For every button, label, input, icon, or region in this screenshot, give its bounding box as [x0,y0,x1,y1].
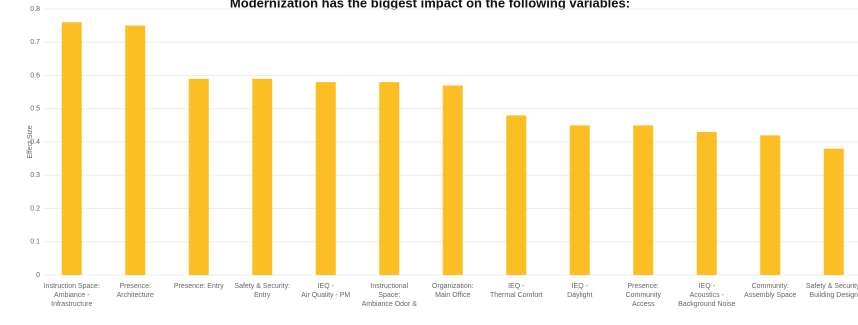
x-tick-label: Presence: Architecture [117,283,154,299]
bar [125,25,146,275]
bar [633,125,654,275]
y-tick-label: 0.8 [30,6,40,13]
bar [315,82,336,276]
x-tick-label: Presence: Entry [174,283,224,290]
y-tick-label: 0.4 [30,139,40,146]
bar [696,132,717,275]
x-tick-label: Organization: Main Office [432,283,474,299]
bar [442,85,463,275]
bar [188,78,209,275]
x-tick-label: Safety & Security: Entry [234,283,290,299]
x-tick-label: Community: Assembly Space [744,283,796,299]
bar [379,82,400,276]
x-tick-label: Instructional Space: Ambiance Odor & [362,283,418,308]
y-tick-label: 0.6 [30,72,40,79]
y-tick-label: 0.1 [30,239,40,246]
x-tick-label: Instruction Space: Ambiance -Infrastructu… [44,283,100,308]
bar [506,115,527,276]
y-tick-label: 0.3 [30,172,40,179]
y-tick-label: 0.5 [30,106,40,113]
bar [252,78,273,275]
y-axis-label: Effect Size [27,125,34,158]
x-tick-label: IEQ -Air Quality - PM [301,283,350,299]
x-tick-label: Presence: Community Access [626,283,662,308]
bar [823,148,844,275]
bar [760,135,781,275]
x-tick-label: IEQ -Thermal Comfort [490,283,543,299]
bar [569,125,590,275]
chart-title: Modernization has the biggest impact on … [230,0,630,10]
bar [61,22,82,275]
x-tick-label: Safety & Security: Building Design [806,283,858,299]
x-tick-label: IEQ -Acoustics -Background Noise [678,283,735,308]
y-tick-label: 0.7 [30,39,40,46]
x-tick-label: IEQ -Daylight [567,283,592,299]
y-tick-label: 0 [36,272,40,279]
y-tick-label: 0.2 [30,205,40,212]
